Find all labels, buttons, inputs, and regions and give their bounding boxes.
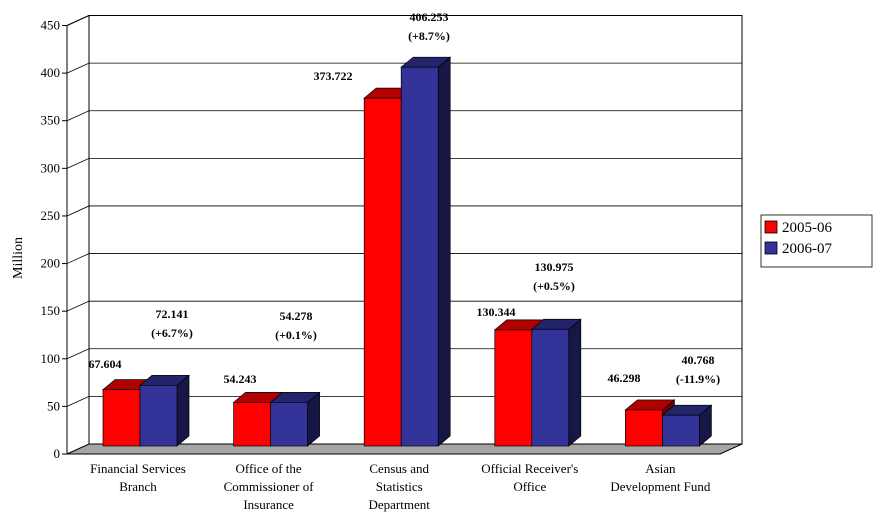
- x-tick-label: Official Receiver's: [481, 461, 578, 476]
- bar-front: [494, 329, 533, 447]
- data-label: 54.243: [224, 372, 257, 386]
- x-tick-label: Commissioner of: [224, 479, 315, 494]
- y-tick-label: 300: [41, 160, 61, 175]
- axes: 0 50 100 150 200 250 300 350 400 450 Financial Ser…: [41, 18, 711, 512]
- gridline: [66, 253, 742, 264]
- bar-side: [568, 318, 582, 447]
- bar-front: [625, 409, 663, 447]
- y-tick-label: 150: [41, 303, 61, 318]
- bar-2006-07-1: [269, 391, 321, 447]
- x-tick-label: Branch: [119, 479, 157, 494]
- data-labels: 67.604 54.243 373.722 130.344 46.298 72.141 (+…: [89, 10, 721, 386]
- data-label: 130.975: [535, 260, 574, 274]
- data-label: 373.722: [314, 69, 353, 83]
- gridline: [66, 157, 742, 169]
- gridline: [66, 205, 742, 217]
- side-wall: [66, 15, 90, 454]
- gridline: [66, 110, 742, 122]
- x-tick-label: Financial Services: [90, 461, 186, 476]
- bar-front: [662, 414, 700, 447]
- x-tick-label: Department: [369, 497, 431, 512]
- y-tick-label: 50: [47, 398, 60, 413]
- bar-2006-07-4: [661, 404, 713, 447]
- y-tick-label: 100: [41, 351, 61, 366]
- x-tick-label: Statistics: [376, 479, 423, 494]
- y-tick-label: 400: [41, 65, 61, 80]
- data-label: (+6.7%): [151, 326, 193, 340]
- data-label: 130.344: [477, 305, 516, 319]
- y-tick-label: 350: [41, 113, 61, 128]
- data-label: 46.298: [608, 371, 641, 385]
- data-label: (-11.9%): [676, 372, 720, 386]
- data-label: (+0.5%): [533, 279, 575, 293]
- legend-label: 2005-06: [782, 220, 832, 236]
- bar-side: [437, 56, 451, 447]
- bar-front: [400, 66, 439, 447]
- legend-swatch: [764, 241, 778, 255]
- bar-front: [270, 401, 308, 447]
- bar-front: [363, 97, 402, 447]
- data-label: (+0.1%): [275, 328, 317, 342]
- y-tick-label: 250: [41, 208, 61, 223]
- y-axis-label: Million: [11, 237, 26, 279]
- data-label: 54.278: [280, 309, 313, 323]
- bar-front: [102, 389, 141, 447]
- legend-box: [760, 214, 873, 268]
- data-label: 40.768: [682, 353, 715, 367]
- bar-side: [176, 374, 190, 447]
- bar-front: [233, 401, 271, 447]
- legend-swatch: [764, 220, 778, 234]
- data-label: 72.141: [156, 307, 189, 321]
- bar-2006-07-2: [400, 56, 452, 447]
- data-label: (+8.7%): [408, 29, 450, 43]
- bar-front: [139, 384, 178, 447]
- x-tick-label: Office of the: [236, 461, 302, 476]
- legend: 2005-06 2006-07: [760, 214, 873, 268]
- data-label: 406.253: [410, 10, 449, 24]
- gridline: [66, 300, 742, 312]
- y-tick-label: 200: [41, 256, 61, 271]
- x-tick-label: Insurance: [243, 497, 294, 512]
- data-label: 67.604: [89, 357, 122, 371]
- y-tick-label: 450: [41, 18, 61, 33]
- x-tick-label: Asian: [645, 461, 676, 476]
- bars: [102, 56, 713, 447]
- gridline: [66, 15, 742, 26]
- gridline: [66, 62, 742, 74]
- x-tick-label: Office: [513, 479, 546, 494]
- x-tick-label: Development Fund: [610, 479, 711, 494]
- legend-label: 2006-07: [782, 241, 832, 257]
- bar-2006-07-0: [139, 374, 190, 447]
- x-tick-label: Census and: [369, 461, 429, 476]
- bar-2006-07-3: [530, 318, 582, 447]
- bar-front: [531, 328, 570, 447]
- y-tick-label: 0: [54, 446, 61, 461]
